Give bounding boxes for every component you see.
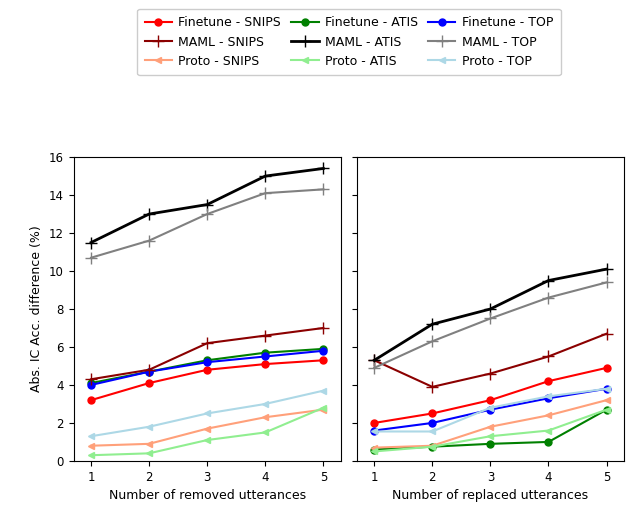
X-axis label: Number of removed utterances: Number of removed utterances xyxy=(109,489,306,502)
X-axis label: Number of replaced utterances: Number of replaced utterances xyxy=(392,489,588,502)
Y-axis label: Abs. IC Acc. difference (%): Abs. IC Acc. difference (%) xyxy=(30,226,44,392)
Legend: Finetune - SNIPS, MAML - SNIPS, Proto - SNIPS, Finetune - ATIS, MAML - ATIS, Pro: Finetune - SNIPS, MAML - SNIPS, Proto - … xyxy=(137,9,561,75)
